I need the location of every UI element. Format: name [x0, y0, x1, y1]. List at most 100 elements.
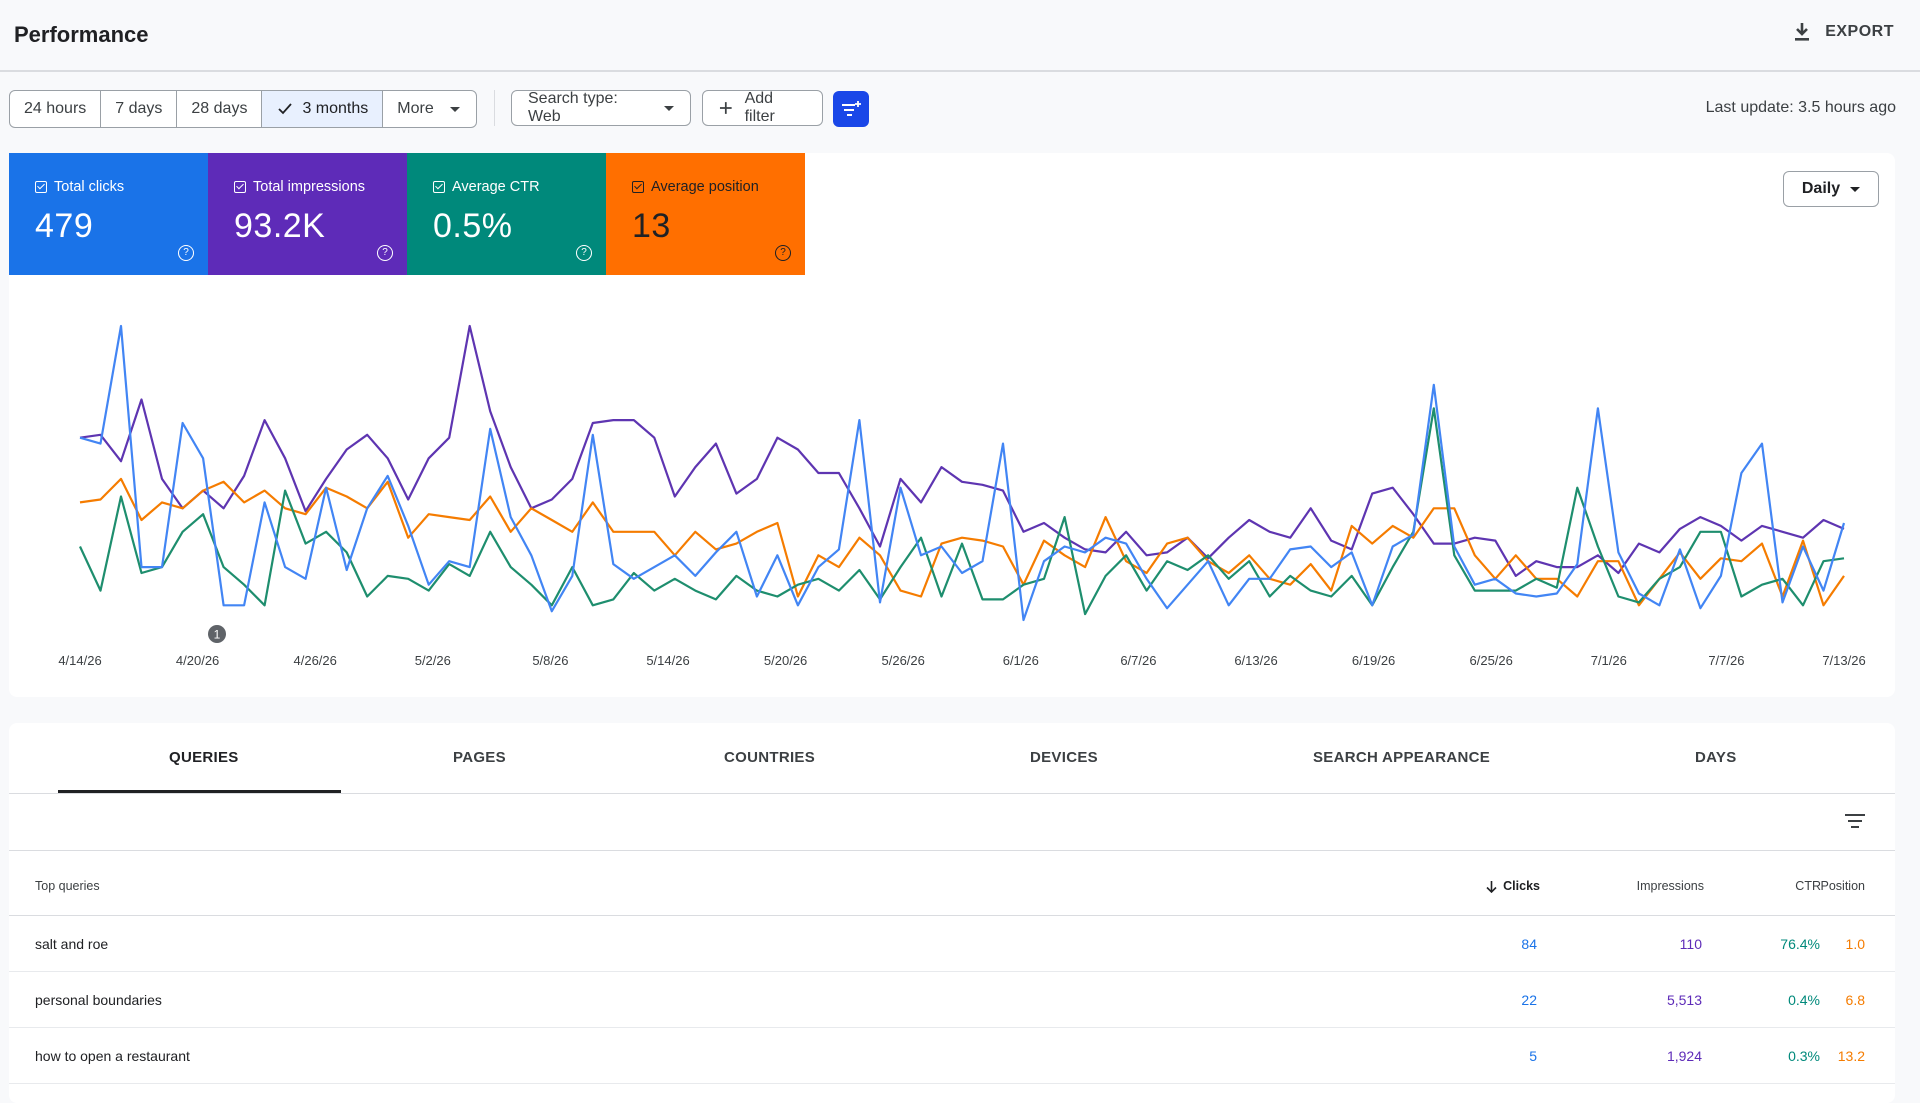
search-type-label: Search type: Web	[528, 90, 618, 125]
range-7-days[interactable]: 7 days	[101, 91, 178, 127]
column-header-position[interactable]: Position	[1820, 879, 1865, 893]
x-tick-label: 4/20/26	[176, 653, 219, 668]
help-icon[interactable]: ?	[178, 245, 194, 261]
performance-line-chart[interactable]: 4/14/26 4/20/26 4/26/26 5/2/26 5/8/26 5/14/26…	[9, 153, 1895, 697]
column-header-query[interactable]: Top queries	[35, 879, 100, 893]
metric-average-position[interactable]: Average position 13 ?	[606, 153, 805, 275]
x-tick-label: 7/1/26	[1591, 653, 1627, 668]
x-tick-label: 5/8/26	[532, 653, 568, 668]
filter-settings-button[interactable]	[833, 91, 869, 127]
metric-total-clicks[interactable]: Total clicks 479 ?	[9, 153, 208, 275]
x-tick-label: 4/14/26	[58, 653, 101, 668]
clicks-cell: 84	[1521, 936, 1537, 952]
tab-countries[interactable]: COUNTRIES	[724, 749, 816, 766]
query-cell: how to open a restaurant	[35, 1048, 190, 1064]
x-tick-label: 5/14/26	[646, 653, 689, 668]
column-header-label: Clicks	[1503, 879, 1540, 893]
x-tick-label: 6/7/26	[1120, 653, 1156, 668]
search-type-dropdown[interactable]: Search type: Web	[511, 90, 691, 126]
page-title: Performance	[14, 22, 149, 47]
range-label: 24 hours	[24, 100, 87, 117]
plus-icon	[719, 102, 732, 114]
column-header-ctr[interactable]: CTR	[1795, 879, 1821, 893]
range-28-days[interactable]: 28 days	[177, 91, 263, 127]
metric-average-ctr[interactable]: Average CTR 0.5% ?	[407, 153, 606, 275]
column-header-impressions[interactable]: Impressions	[1636, 879, 1704, 893]
position-cell: 6.8	[1845, 992, 1865, 1008]
position-cell: 13.2	[1837, 1048, 1865, 1064]
checkbox-icon	[632, 181, 644, 193]
add-filter-button[interactable]: Add filter	[702, 90, 823, 126]
tab-days[interactable]: DAYS	[1695, 749, 1737, 766]
filter-list-icon	[842, 101, 861, 116]
impressions-cell: 1,924	[1666, 1048, 1702, 1064]
granularity-dropdown[interactable]: Daily	[1783, 171, 1879, 207]
export-button[interactable]: EXPORT	[1793, 22, 1894, 42]
annotation-label: 1	[214, 628, 221, 642]
table-row[interactable]: salt and roe 84 110 76.4% 1.0	[9, 916, 1895, 972]
range-24-hours[interactable]: 24 hours	[10, 91, 102, 127]
impressions-cell: 5,513	[1666, 992, 1702, 1008]
help-icon[interactable]: ?	[775, 245, 791, 261]
ctr-cell: 0.3%	[1788, 1048, 1820, 1064]
chevron-down-icon	[664, 105, 674, 111]
checkbox-icon	[35, 181, 47, 193]
column-header-clicks[interactable]: Clicks	[1486, 879, 1540, 893]
add-filter-label: Add filter	[744, 90, 775, 125]
series-line-clicks	[79, 324, 1846, 622]
toolbar-divider	[494, 90, 495, 126]
chevron-down-icon	[449, 106, 460, 112]
help-icon[interactable]: ?	[377, 245, 393, 261]
granularity-label: Daily	[1801, 180, 1841, 197]
active-tab-indicator	[58, 790, 341, 793]
ctr-cell: 0.4%	[1788, 992, 1820, 1008]
metric-value: 93.2K	[234, 207, 326, 245]
x-tick-label: 5/26/26	[882, 653, 925, 668]
x-tick-label: 6/1/26	[1003, 653, 1039, 668]
metric-value: 13	[632, 207, 671, 245]
query-cell: salt and roe	[35, 936, 109, 952]
range-3-months[interactable]: 3 months	[262, 91, 384, 127]
series-line-impressions	[79, 324, 1845, 577]
x-tick-label: 6/13/26	[1234, 653, 1277, 668]
x-tick-label: 7/7/26	[1708, 653, 1744, 668]
report-table-card: QUERIES PAGES COUNTRIES DEVICES SEARCH A…	[9, 723, 1895, 1103]
download-icon	[1795, 23, 1810, 41]
ctr-cell: 76.4%	[1780, 936, 1820, 952]
range-label: 28 days	[191, 100, 248, 117]
tab-pages[interactable]: PAGES	[453, 749, 506, 766]
x-tick-label: 5/20/26	[764, 653, 807, 668]
clicks-cell: 22	[1521, 992, 1537, 1008]
position-cell: 1.0	[1845, 936, 1865, 952]
performance-chart-card: Total clicks 479 ? Total impressions 93.…	[9, 153, 1895, 697]
table-filter-bar	[9, 794, 1895, 851]
table-row[interactable]: personal boundaries 22 5,513 0.4% 6.8	[9, 972, 1895, 1028]
metric-label: Total impressions	[253, 179, 366, 195]
series-line-ctr	[79, 407, 1845, 616]
annotation-marker[interactable]: 1	[208, 625, 226, 643]
table-row[interactable]: how to open a restaurant 5 1,924 0.3% 13…	[9, 1028, 1895, 1084]
range-label: 3 months	[302, 100, 369, 117]
metric-total-impressions[interactable]: Total impressions 93.2K ?	[208, 153, 407, 275]
query-cell: personal boundaries	[35, 992, 162, 1008]
check-icon	[278, 103, 293, 115]
tab-devices[interactable]: DEVICES	[1030, 749, 1098, 766]
clicks-cell: 5	[1529, 1048, 1537, 1064]
metric-label: Total clicks	[54, 179, 125, 195]
arrow-down-icon	[1486, 880, 1497, 893]
tab-queries[interactable]: QUERIES	[169, 749, 239, 766]
last-update-text: Last update: 3.5 hours ago	[1705, 99, 1896, 116]
filter-icon[interactable]	[1845, 814, 1865, 832]
checkbox-icon	[234, 181, 246, 193]
metric-label: Average CTR	[452, 179, 540, 195]
x-tick-label: 6/25/26	[1470, 653, 1513, 668]
help-icon[interactable]: ?	[576, 245, 592, 261]
metric-label: Average position	[651, 179, 759, 195]
checkbox-icon	[433, 181, 445, 193]
range-more-dropdown[interactable]: More	[383, 91, 475, 127]
export-label: EXPORT	[1825, 23, 1894, 40]
tab-search-appearance[interactable]: SEARCH APPEARANCE	[1313, 749, 1491, 766]
metric-value: 479	[35, 207, 94, 245]
dimension-tabs: QUERIES PAGES COUNTRIES DEVICES SEARCH A…	[9, 723, 1895, 794]
x-tick-label: 4/26/26	[294, 653, 337, 668]
